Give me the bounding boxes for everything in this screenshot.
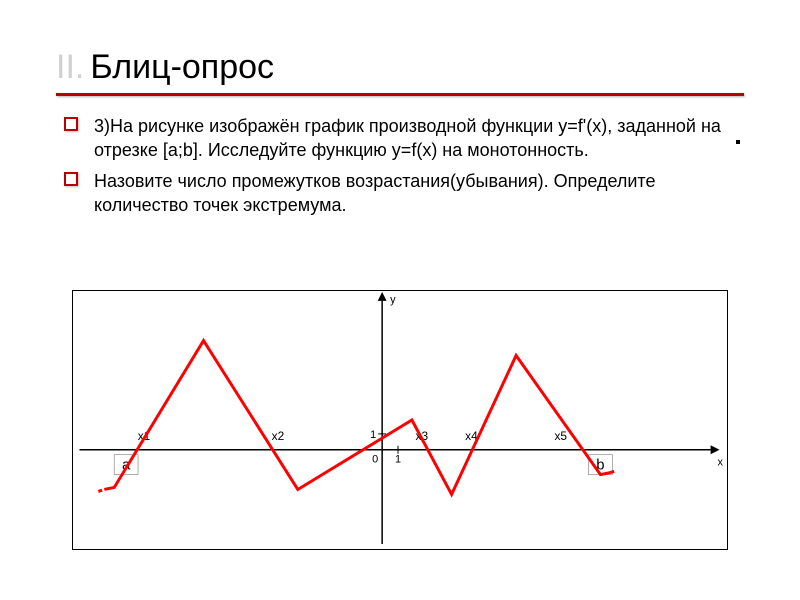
bullet-item: 3)На рисунке изображён график производно… — [64, 114, 744, 163]
svg-text:0: 0 — [372, 454, 378, 466]
title-text: Блиц-опрос — [90, 48, 274, 87]
square-bullet-icon — [64, 172, 78, 186]
square-bullet-icon — [64, 117, 78, 131]
bullet-item: Назовите число промежутков возрастания(у… — [64, 169, 744, 218]
svg-text:x5: x5 — [554, 429, 567, 443]
bullet-text: 3)На рисунке изображён график производно… — [94, 116, 721, 160]
title-underline — [56, 93, 744, 96]
svg-text:х: х — [718, 457, 724, 469]
title-prefix: II. — [56, 48, 84, 87]
body-list: 3)На рисунке изображён график производно… — [56, 114, 744, 217]
stray-period — [736, 140, 740, 144]
svg-text:x2: x2 — [272, 429, 285, 443]
slide: II. Блиц-опрос 3)На рисунке изображён гр… — [0, 0, 800, 600]
svg-text:у: у — [390, 294, 396, 306]
svg-text:1: 1 — [370, 429, 376, 441]
svg-text:1: 1 — [395, 454, 401, 466]
chart-svg: 011хуx1x2x3x4x5ab — [73, 291, 727, 549]
bullet-text: Назовите число промежутков возрастания(у… — [94, 171, 655, 215]
derivative-chart: 011хуx1x2x3x4x5ab — [72, 290, 728, 550]
slide-title-row: II. Блиц-опрос — [56, 48, 744, 87]
